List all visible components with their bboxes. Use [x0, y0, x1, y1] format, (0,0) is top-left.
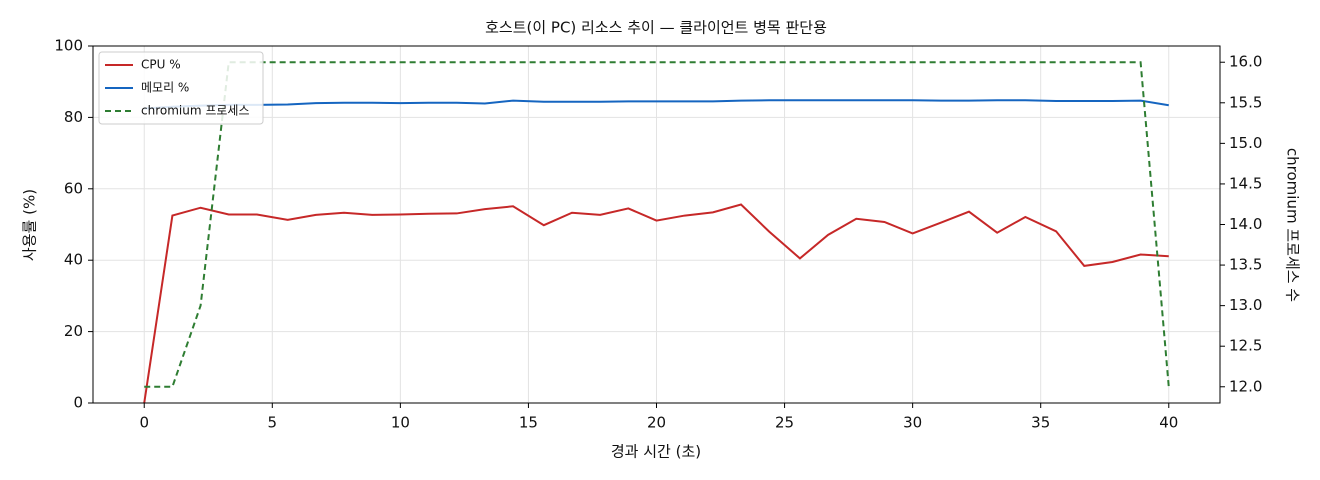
y2-tick-label: 12.0 — [1229, 377, 1262, 395]
y-tick-label: 60 — [64, 179, 83, 197]
y2-tick-label: 14.0 — [1229, 215, 1262, 233]
series-line — [143, 203, 1169, 404]
x-tick-label: 20 — [647, 414, 666, 432]
y-tick-label: 40 — [64, 251, 83, 269]
y-tick-label: 0 — [73, 394, 83, 412]
y2-tick-label: 13.0 — [1229, 296, 1262, 314]
legend-label: 메모리 % — [141, 81, 189, 95]
chart-title: 호스트(이 PC) 리소스 추이 — 클라이언트 병목 판단용 — [485, 19, 827, 37]
y-tick-label: 80 — [64, 108, 83, 126]
y2-tick-label: 14.5 — [1229, 174, 1262, 192]
legend-box — [98, 51, 264, 125]
y2-tick-label: 13.5 — [1229, 256, 1262, 274]
plot-frame — [92, 45, 1221, 404]
legend-label: chromium 프로세스 — [141, 104, 250, 118]
x-tick-label: 10 — [391, 414, 410, 432]
x-tick-label: 25 — [775, 414, 794, 432]
legend: CPU % 메모리 % chromium 프로세스 — [98, 51, 264, 125]
x-tick-label: 5 — [268, 414, 278, 432]
x-tick-label: 30 — [903, 414, 922, 432]
y-axis-label: 사용률 (%) — [21, 189, 39, 261]
y2-tick-label: 15.5 — [1229, 93, 1262, 111]
y2-tick-label: 16.0 — [1229, 53, 1262, 71]
x-tick-label: 40 — [1159, 414, 1178, 432]
series-line — [144, 99, 1169, 110]
x-tick-label: 0 — [139, 414, 149, 432]
y-tick-label: 100 — [54, 37, 83, 55]
y2-tick-label: 15.0 — [1229, 134, 1262, 152]
x-tick-label: 35 — [1031, 414, 1050, 432]
x-axis-label: 경과 시간 (초) — [611, 443, 701, 461]
y2-axis-label: chromium 프로세스 수 — [1284, 148, 1302, 302]
y2-tick-label: 12.5 — [1229, 337, 1262, 355]
x-tick-label: 15 — [519, 414, 538, 432]
y-tick-label: 20 — [64, 322, 83, 340]
legend-label: CPU % — [141, 58, 181, 72]
